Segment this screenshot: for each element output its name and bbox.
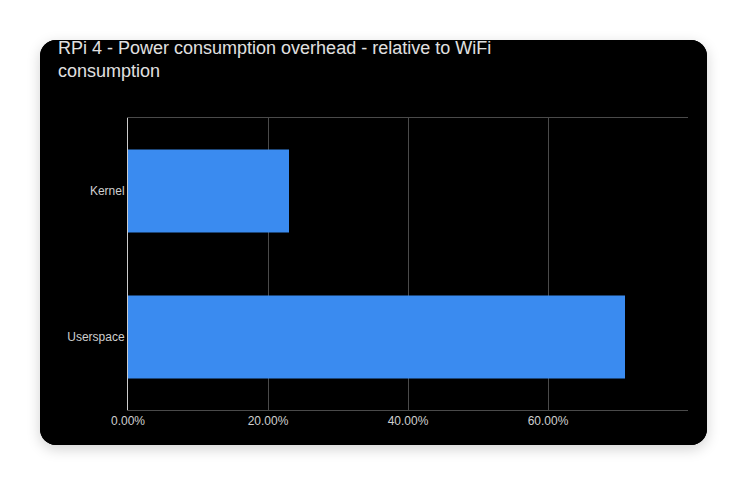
svg-text:40.00%: 40.00%: [388, 414, 429, 428]
svg-text:Userspace: Userspace: [67, 330, 125, 344]
svg-text:0.00%: 0.00%: [111, 414, 145, 428]
svg-text:20.00%: 20.00%: [248, 414, 289, 428]
svg-text:60.00%: 60.00%: [528, 414, 569, 428]
svg-text:RPi 4 - Power consumption over: RPi 4 - Power consumption overhead - rel…: [58, 40, 491, 81]
svg-text:Kernel: Kernel: [90, 184, 125, 198]
